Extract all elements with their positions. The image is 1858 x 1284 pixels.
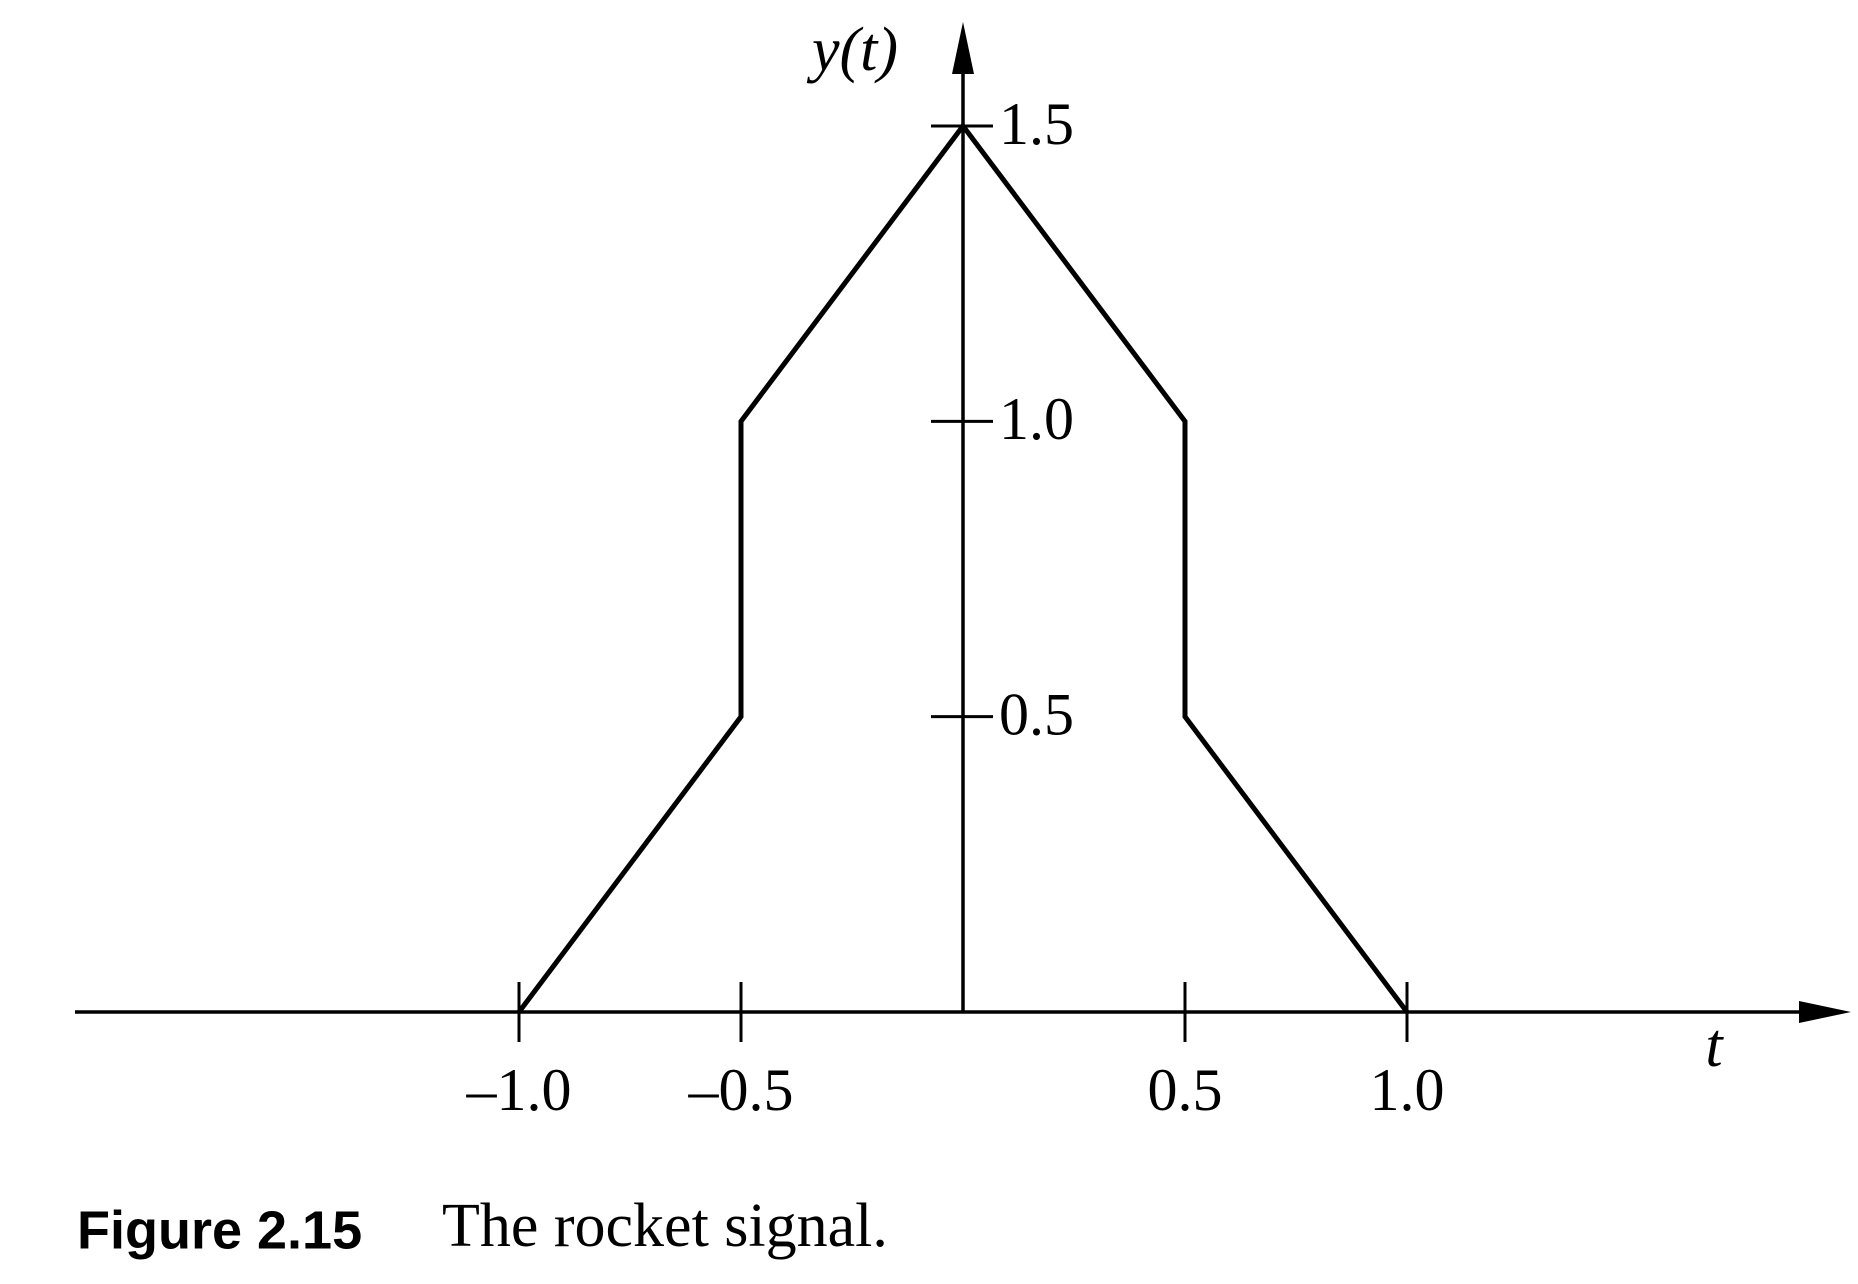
- y-tick-label: 1.0: [999, 386, 1074, 452]
- x-tick-label: 0.5: [1148, 1057, 1223, 1123]
- y-axis-label: y(t): [806, 16, 898, 84]
- figure-label: Figure 2.15: [77, 1200, 362, 1260]
- y-axis-arrow: [952, 22, 974, 74]
- x-tick-label: 1.0: [1370, 1057, 1445, 1123]
- signal-line: [517, 121, 1409, 1014]
- x-tick-label: –1.0: [466, 1057, 572, 1123]
- y-tick-label: 0.5: [999, 681, 1074, 747]
- y-tick-label: 1.5: [999, 91, 1074, 157]
- x-axis-label: t: [1705, 1012, 1724, 1080]
- x-axis-arrow: [1799, 1001, 1851, 1023]
- x-tick-label: –0.5: [688, 1057, 794, 1123]
- figure-title: The rocket signal.: [442, 1192, 888, 1260]
